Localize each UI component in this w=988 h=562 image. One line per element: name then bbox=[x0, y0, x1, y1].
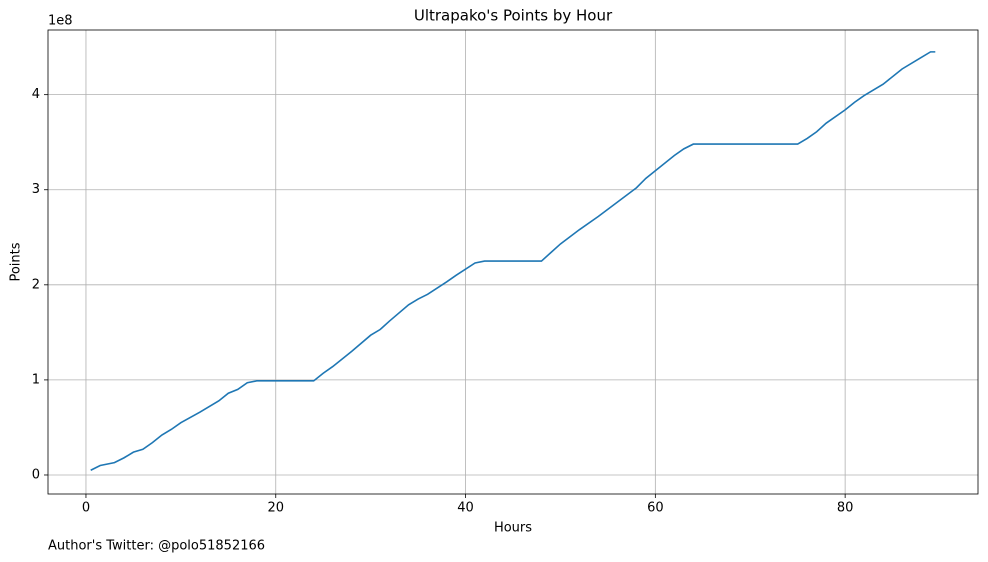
x-tick-label: 60 bbox=[647, 501, 664, 516]
footnote: Author's Twitter: @polo51852166 bbox=[48, 539, 265, 554]
y-offset-label: 1e8 bbox=[48, 14, 73, 29]
x-tick-label: 80 bbox=[837, 501, 854, 516]
chart-title: Ultrapako's Points by Hour bbox=[414, 7, 613, 25]
y-tick-label: 3 bbox=[32, 182, 40, 197]
y-tick-label: 0 bbox=[32, 467, 40, 482]
y-tick-label: 2 bbox=[32, 277, 40, 292]
x-tick-label: 40 bbox=[457, 501, 474, 516]
x-tick-label: 20 bbox=[267, 501, 284, 516]
y-axis-label: Points bbox=[9, 242, 24, 281]
data-line bbox=[90, 51, 936, 471]
x-tick-label: 0 bbox=[82, 501, 90, 516]
plot-frame bbox=[47, 29, 979, 495]
y-tick-label: 1 bbox=[32, 372, 40, 387]
x-axis-label: Hours bbox=[494, 521, 532, 536]
y-tick-label: 4 bbox=[32, 87, 40, 102]
